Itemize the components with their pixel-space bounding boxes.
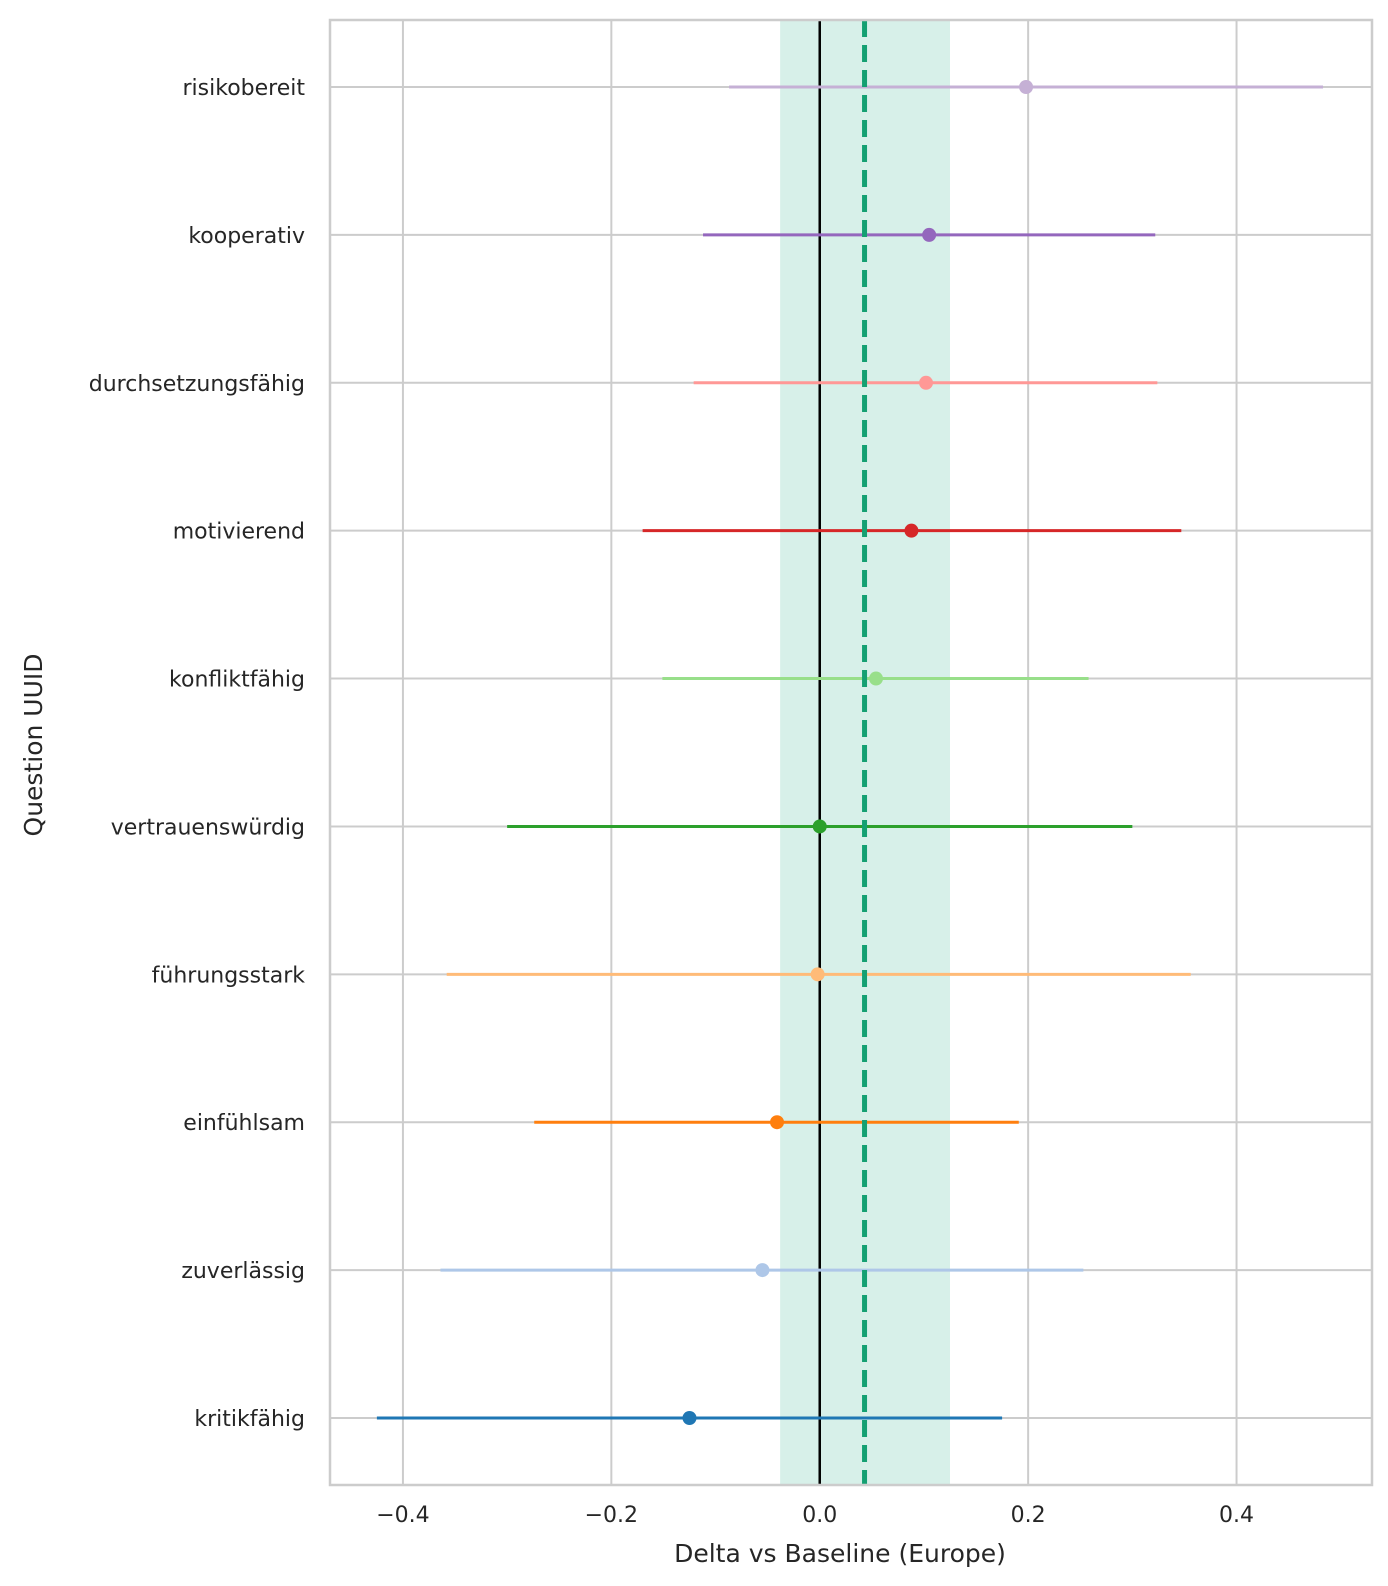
point-estimate — [812, 819, 827, 834]
y-tick-label: zuverlässig — [181, 1259, 305, 1284]
point-estimate — [919, 375, 934, 390]
x-tick-label: 0.4 — [1219, 1503, 1254, 1528]
y-tick-label: konfliktfähig — [169, 668, 305, 693]
x-tick-label: 0.2 — [1011, 1503, 1046, 1528]
x-tick-label: −0.2 — [585, 1503, 638, 1528]
series-layer — [376, 80, 1324, 1425]
y-tick-label: durchsetzungsfähig — [89, 372, 305, 397]
point-estimate — [904, 523, 919, 538]
point-estimate — [869, 671, 884, 686]
x-tick-label: 0.0 — [802, 1503, 837, 1528]
plot-border — [328, 18, 1374, 1487]
x-tick-label: −0.4 — [376, 1503, 429, 1528]
y-tick-label: kooperativ — [188, 224, 305, 249]
y-tick-label: vertrauenswürdig — [111, 815, 305, 840]
y-tick-label: motivierend — [173, 520, 305, 545]
point-estimate — [682, 1411, 697, 1425]
y-tick-label: einfühlsam — [183, 1111, 305, 1136]
y-axis-label: Question UUID — [19, 654, 48, 837]
point-estimate — [755, 1263, 770, 1278]
point-estimate — [810, 967, 825, 982]
tick-label-layer: −0.4 −0.2 0.0 0.2 0.4 risikobereit kooperativ d… — [89, 76, 1254, 1528]
point-estimate — [1019, 80, 1034, 94]
y-tick-label: kritikfähig — [194, 1407, 305, 1432]
x-axis-label: Delta vs Baseline (Europe) — [674, 1539, 1006, 1568]
point-estimate — [922, 227, 937, 242]
y-tick-label: risikobereit — [183, 76, 306, 101]
point-estimate — [770, 1115, 785, 1130]
y-tick-label: führungsstark — [152, 963, 306, 988]
plot-frame — [328, 18, 1374, 1487]
